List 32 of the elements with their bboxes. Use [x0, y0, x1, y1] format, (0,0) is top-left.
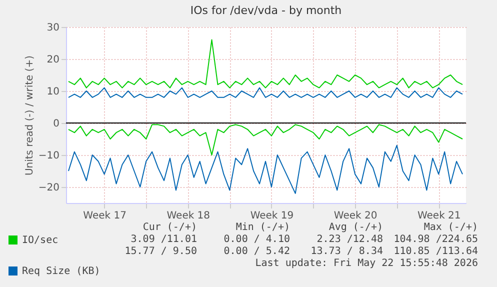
legend-label: IO/sec: [22, 235, 58, 246]
line-series: [68, 124, 464, 156]
text: 15.77 / 9.50: [124, 246, 197, 257]
text: 104.98 /224.65: [394, 234, 478, 245]
text: Min (-/+): [236, 222, 290, 233]
text: 13.73 / 8.34: [310, 246, 383, 257]
chart-title: IOs for /dev/vda - by month: [190, 4, 342, 17]
x-tick-label: Week 18: [166, 210, 210, 222]
line-series: [68, 144, 464, 194]
text: 2.23 /12.48: [316, 234, 383, 245]
y-tick-label: −20: [38, 182, 60, 194]
y-tick-label: 20: [46, 54, 60, 66]
text: 110.85 /113.64: [394, 246, 478, 257]
y-tick-label: −10: [38, 150, 60, 162]
text: Last update: Fri May 22 15:55:48 2026: [255, 258, 478, 269]
text: 3.09 /11.01: [130, 234, 197, 245]
text: 0.00 / 4.10: [224, 234, 290, 245]
text: 0.00 / 5.42: [224, 246, 290, 257]
text: Max (-/+): [424, 222, 478, 233]
y-tick-label: 30: [46, 22, 60, 34]
text: Avg (-/+): [328, 222, 383, 233]
line-series: [68, 39, 464, 88]
y-tick-label: 0: [53, 118, 60, 130]
legend-label: Req Size (KB): [22, 266, 100, 277]
x-tick-label: Week 17: [83, 210, 126, 222]
x-tick-label: Week 19: [250, 210, 294, 222]
y-tick-label: 10: [46, 86, 60, 98]
line-series: [68, 87, 464, 98]
y-axis-title: Units read (-) / write (+): [24, 55, 36, 176]
x-tick-label: Week 21: [417, 210, 461, 222]
x-tick-label: Week 20: [334, 210, 378, 222]
text: Cur (-/+): [142, 222, 197, 233]
